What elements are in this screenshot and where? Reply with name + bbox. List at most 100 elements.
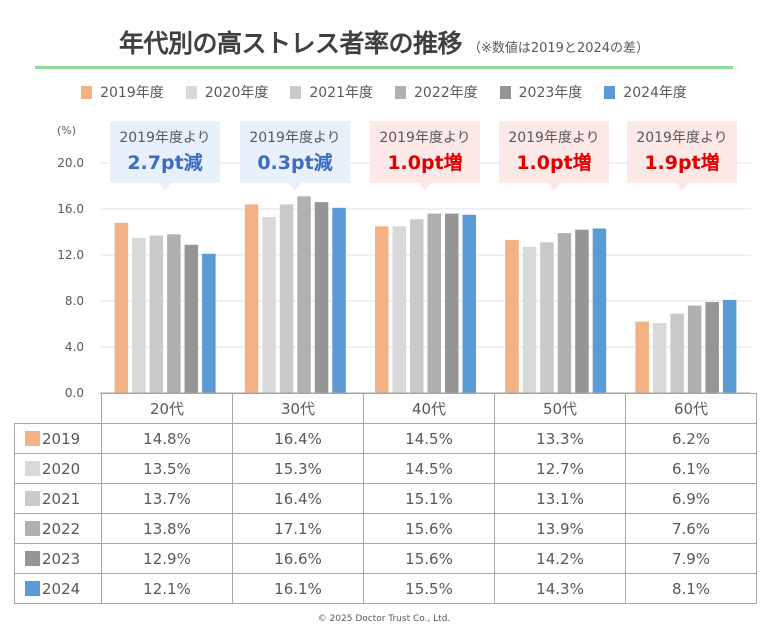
column-header: 30代 xyxy=(232,393,364,424)
chart-subtitle: （※数値は2019と2024の差） xyxy=(467,41,650,56)
table-cell: 15.6% xyxy=(363,543,495,574)
bar-2024-4 xyxy=(722,299,737,393)
row-label: 2019 xyxy=(42,429,81,448)
callout-30s: 2019年度より 0.3pt減 xyxy=(240,121,350,191)
bar-2024-2 xyxy=(462,214,476,394)
table-cell: 15.5% xyxy=(363,573,495,604)
callout-caption: 2019年度より xyxy=(119,130,211,146)
table-row: 2024 12.1% 16.1% 15.5% 14.3% 8.1% xyxy=(14,573,757,604)
table-cell: 6.9% xyxy=(625,483,757,514)
chart-header: 年代別の高ストレス者率の推移 （※数値は2019と2024の差） xyxy=(0,24,768,60)
y-tick-label: 8.0 xyxy=(65,294,84,308)
legend-label: 2021年度 xyxy=(309,85,373,101)
bar-2024-1 xyxy=(332,207,346,393)
row-header: 2022 xyxy=(14,513,102,544)
callout-caption: 2019年度より xyxy=(508,130,600,146)
table-cell: 15.3% xyxy=(232,453,364,484)
table-cell: 16.4% xyxy=(232,423,364,454)
callout-value: 0.3pt減 xyxy=(257,152,333,174)
bars xyxy=(114,196,737,394)
bar-2020-0 xyxy=(132,237,146,394)
legend-label: 2024年度 xyxy=(623,85,687,101)
legend-item-2024: 2024年度 xyxy=(604,82,687,102)
table-cell: 15.6% xyxy=(363,513,495,544)
bar-2019-3 xyxy=(505,240,519,393)
bar-2021-4 xyxy=(670,313,684,393)
table-cell: 13.9% xyxy=(494,513,626,544)
row-header: 2021 xyxy=(14,483,102,514)
table-row: 2019 14.8% 16.4% 14.5% 13.3% 6.2% xyxy=(14,423,757,454)
bar-2023-1 xyxy=(314,202,329,393)
bar-2019-1 xyxy=(244,204,259,393)
table-cell: 13.5% xyxy=(101,453,233,484)
table-cell: 16.1% xyxy=(232,573,364,604)
bar-2023-0 xyxy=(184,244,199,393)
legend-item-2019: 2019年度 xyxy=(81,82,164,102)
column-header: 40代 xyxy=(363,393,495,424)
table-cell: 7.9% xyxy=(625,543,757,574)
table-cell: 6.1% xyxy=(625,453,757,484)
legend-swatch xyxy=(290,85,302,99)
row-header: 2019 xyxy=(14,423,102,454)
bar-2022-2 xyxy=(427,213,441,393)
row-label: 2020 xyxy=(42,459,81,478)
table-cell: 14.3% xyxy=(494,573,626,604)
row-swatch xyxy=(25,490,40,506)
table-cell: 15.1% xyxy=(363,483,495,514)
row-header: 2020 xyxy=(14,453,102,484)
table-cell: 8.1% xyxy=(625,573,757,604)
row-label: 2024 xyxy=(42,579,81,598)
legend-item-2022: 2022年度 xyxy=(395,82,478,102)
bar-2019-2 xyxy=(375,226,389,394)
callout-50s: 2019年度より 1.0pt増 xyxy=(499,121,609,191)
callout-value: 2.7pt減 xyxy=(127,152,203,174)
bar-2020-1 xyxy=(262,217,276,393)
bar-2023-4 xyxy=(705,302,719,393)
legend: 2019年度 2020年度 2021年度 2022年度 2023年度 2024年… xyxy=(0,82,768,102)
callout-60s: 2019年度より 1.9pt増 xyxy=(627,121,737,191)
y-tick-label: 16.0 xyxy=(57,202,84,216)
bar-2020-2 xyxy=(392,226,406,394)
table-cell: 14.5% xyxy=(363,423,495,454)
bar-2022-1 xyxy=(297,196,311,393)
table-cell: 13.1% xyxy=(494,483,626,514)
legend-label: 2022年度 xyxy=(414,85,478,101)
legend-swatch xyxy=(499,85,511,99)
legend-swatch xyxy=(81,85,93,99)
table-row: 2021 13.7% 16.4% 15.1% 13.1% 6.9% xyxy=(14,483,757,514)
callout-caption: 2019年度より xyxy=(249,130,341,146)
table-cell: 12.7% xyxy=(494,453,626,484)
row-header: 2024 xyxy=(14,573,102,604)
callout-value: 1.9pt増 xyxy=(644,152,720,174)
legend-item-2021: 2021年度 xyxy=(290,82,373,102)
row-swatch xyxy=(25,430,40,446)
table-row: 2023 12.9% 16.6% 15.6% 14.2% 7.9% xyxy=(14,543,757,574)
bar-2022-3 xyxy=(557,233,572,393)
row-swatch xyxy=(25,460,40,476)
table-cell: 16.4% xyxy=(232,483,364,514)
table-corner xyxy=(14,393,102,424)
bar-2024-3 xyxy=(592,228,607,393)
row-swatch xyxy=(25,580,40,596)
copyright-notice: © 2025 Doctor Trust Co., Ltd. xyxy=(317,614,451,624)
bar-2022-4 xyxy=(687,305,702,393)
callout-caption: 2019年度より xyxy=(636,130,728,146)
column-header: 60代 xyxy=(625,393,757,424)
table-cell: 13.7% xyxy=(101,483,233,514)
table-cell: 14.8% xyxy=(101,423,233,454)
bar-2019-0 xyxy=(114,222,129,393)
table-row: 2020 13.5% 15.3% 14.5% 12.7% 6.1% xyxy=(14,453,757,484)
table-cell: 6.2% xyxy=(625,423,757,454)
row-label: 2022 xyxy=(42,519,81,538)
table-cell: 14.5% xyxy=(363,453,495,484)
table-cell: 12.1% xyxy=(101,573,233,604)
table-cell: 12.9% xyxy=(101,543,233,574)
callout-40s: 2019年度より 1.0pt増 xyxy=(370,121,480,191)
chart-title: 年代別の高ストレス者率の推移 xyxy=(118,29,463,58)
bar-2021-2 xyxy=(410,219,424,393)
bar-2021-1 xyxy=(279,204,294,393)
row-label: 2023 xyxy=(42,549,81,568)
y-tick-label: 12.0 xyxy=(57,248,84,262)
title-divider xyxy=(35,66,733,69)
bar-2021-0 xyxy=(149,235,164,393)
